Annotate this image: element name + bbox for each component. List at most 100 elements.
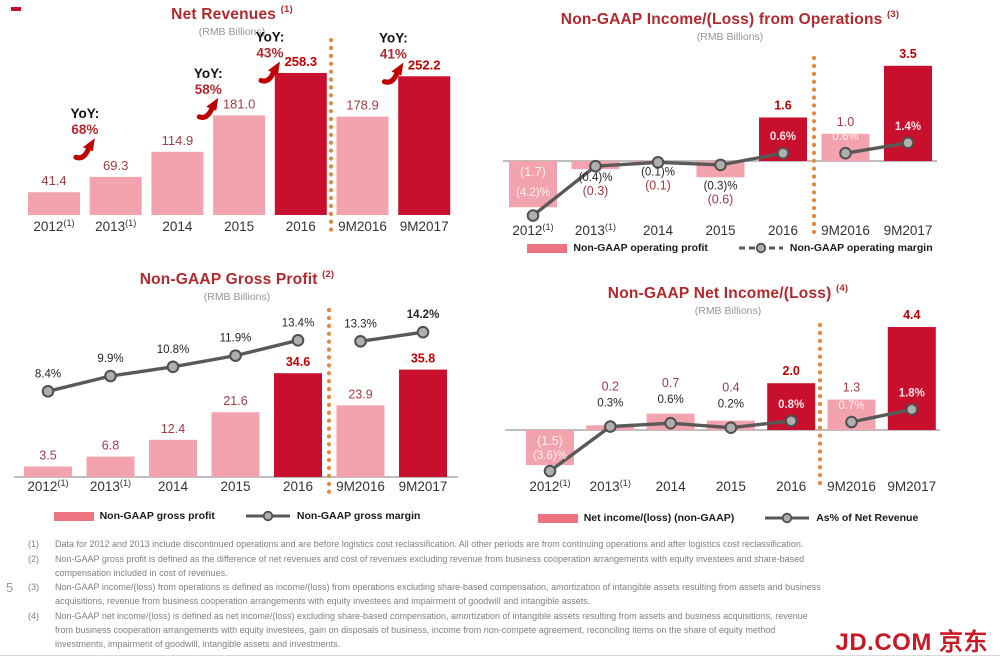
category-label: 9M2017: [400, 219, 449, 234]
margin-label: 1.4%: [895, 121, 921, 133]
yoy-label: YoY:: [194, 66, 223, 81]
footnote-item: (1) Data for 2012 and 2013 include disco…: [28, 538, 828, 552]
yoy-arrow-icon: [258, 61, 280, 84]
plot-2: (1.7) (4.2)% 2012(1) (0.4)%(0.3) 2013(1) (0.1…: [503, 47, 937, 238]
jdcom-logo: JD.COM 京东: [835, 629, 988, 656]
page-number: 5: [6, 580, 14, 595]
legend-bar-label: Net income/(loss) (non-GAAP): [583, 512, 735, 524]
legend-line-label: Non-GAAP operating margin: [789, 242, 933, 254]
category-label: 2015: [705, 223, 735, 238]
legend-item-bar: Non-GAAP gross profit: [53, 510, 215, 522]
bar-2012: [509, 161, 557, 208]
margin-marker: [845, 415, 858, 429]
yoy-arrow-icon: [73, 138, 95, 161]
bar-value-label: 1.0: [837, 115, 854, 129]
margin-marker: [416, 325, 430, 339]
bar-swatch-icon: [537, 513, 578, 523]
footnote-ref: (1): [280, 4, 293, 15]
bar-value-label: 69.3: [103, 158, 128, 173]
footnotes: (1) Data for 2012 and 2013 include disco…: [28, 538, 828, 652]
category-label: 9M2017: [884, 223, 933, 238]
margin-marker: [651, 156, 665, 169]
chart-title-text: Non-GAAP Gross Profit: [139, 271, 318, 289]
footnote-ref: (2): [322, 269, 335, 280]
margin-marker: [664, 416, 677, 430]
margin-marker: [526, 209, 540, 222]
category-label: 2015: [220, 479, 250, 494]
category-label: 2014: [643, 223, 674, 238]
margin-line: [360, 330, 424, 344]
category-label: 2016: [286, 219, 316, 234]
margin-marker: [724, 421, 738, 435]
bar-9M2017: [398, 76, 451, 215]
yoy-label: YoY:: [379, 31, 408, 46]
category-label: 2015: [224, 219, 254, 234]
bar-value-label: 0.4: [722, 381, 739, 395]
margin-marker: [784, 414, 798, 428]
category-label: 2016: [283, 479, 313, 494]
category-label: 2013(1): [90, 478, 131, 494]
legend-item-bar: Non-GAAP operating profit: [527, 242, 708, 254]
bar-value-label: 34.6: [286, 355, 310, 369]
margin-marker: [839, 146, 852, 160]
footnote-number: (3): [28, 582, 39, 593]
chart-net-revenues-title: Net Revenues (1): [0, 4, 464, 24]
legend-item-line: Non-GAAP gross margin: [245, 510, 420, 522]
footnote-text: Non-GAAP gross profit is defined as the …: [55, 553, 805, 578]
footnote-number: (2): [28, 553, 39, 564]
bar-value-label: 2.0: [783, 364, 800, 378]
margin-label: (0.3)%: [704, 180, 738, 192]
category-label: 2012(1): [512, 222, 553, 238]
bar-value-label: 4.4: [903, 308, 920, 322]
category-label: 2013(1): [95, 218, 136, 234]
footnote-ref: (3): [886, 9, 900, 20]
yoy-label: YoY:: [70, 106, 99, 121]
plot-3: 3.5 8.4% 2012(1) 6.8 9.9% 2013(1) 12.4 10.8% 201…: [14, 307, 458, 495]
margin-label: 0.6%: [657, 394, 683, 406]
footnote-text: Non-GAAP net income/(loss) is defined as…: [55, 610, 808, 649]
bar-value-label: (0.3): [583, 184, 609, 198]
bar-2013: [89, 176, 142, 215]
bottom-rule: [0, 655, 1000, 656]
yoy-arrow-icon: [381, 62, 404, 85]
footnote-item: (3) Non-GAAP income/(loss) from operatio…: [28, 581, 828, 609]
legend-gross-profit: Non-GAAP gross profit Non-GAAP gross mar…: [5, 510, 469, 522]
margin-marker: [714, 158, 727, 172]
bar-value-label: 181.0: [223, 96, 256, 111]
margin-label: 9.9%: [97, 353, 123, 365]
bar-value-label: 6.8: [102, 439, 119, 453]
bar-2014: [151, 151, 204, 215]
margin-marker: [229, 349, 242, 362]
legend-bar-label: Non-GAAP gross profit: [99, 510, 215, 522]
category-label: 2014: [656, 479, 687, 494]
margin-label: (0.1)%: [641, 167, 675, 179]
category-label: 9M2016: [827, 479, 876, 494]
bar-value-label: 1.6: [774, 98, 791, 112]
margin-label: 8.4%: [35, 368, 61, 380]
footnote-item: (4) Non-GAAP net income/(loss) is define…: [28, 610, 828, 651]
margin-marker: [354, 335, 367, 348]
bar-value-label: 1.3: [843, 381, 860, 395]
bar-value-label: (1.5): [537, 434, 563, 448]
category-label: 9M2016: [336, 479, 385, 494]
margin-label: 0.6%: [832, 131, 858, 143]
category-label: 9M2017: [399, 479, 448, 494]
category-label: 2012(1): [529, 478, 570, 494]
margin-label: (3.6)%: [533, 450, 567, 462]
yoy-annotation: YoY:68%: [70, 106, 99, 161]
chart-gross-profit-title: Non-GAAP Gross Profit (2): [5, 269, 469, 289]
bar-value-label: (1.7): [520, 165, 546, 179]
yoy-annotation: YoY:58%: [194, 66, 223, 120]
margin-line: [851, 407, 913, 424]
bar-value-label: 178.9: [346, 98, 379, 113]
margin-line: [845, 141, 909, 155]
bar-value-label: 21.6: [223, 394, 247, 408]
chart-title-text: Non-GAAP Income/(Loss) from Operations: [560, 11, 883, 29]
category-label: 2014: [158, 479, 189, 494]
category-label: 9M2016: [821, 223, 870, 238]
bar-swatch-icon: [527, 243, 568, 253]
category-label: 2012(1): [33, 218, 74, 234]
margin-marker: [905, 403, 919, 416]
footnote-item: (2) Non-GAAP gross profit is defined as …: [28, 553, 828, 581]
category-label: 9M2016: [338, 219, 387, 234]
